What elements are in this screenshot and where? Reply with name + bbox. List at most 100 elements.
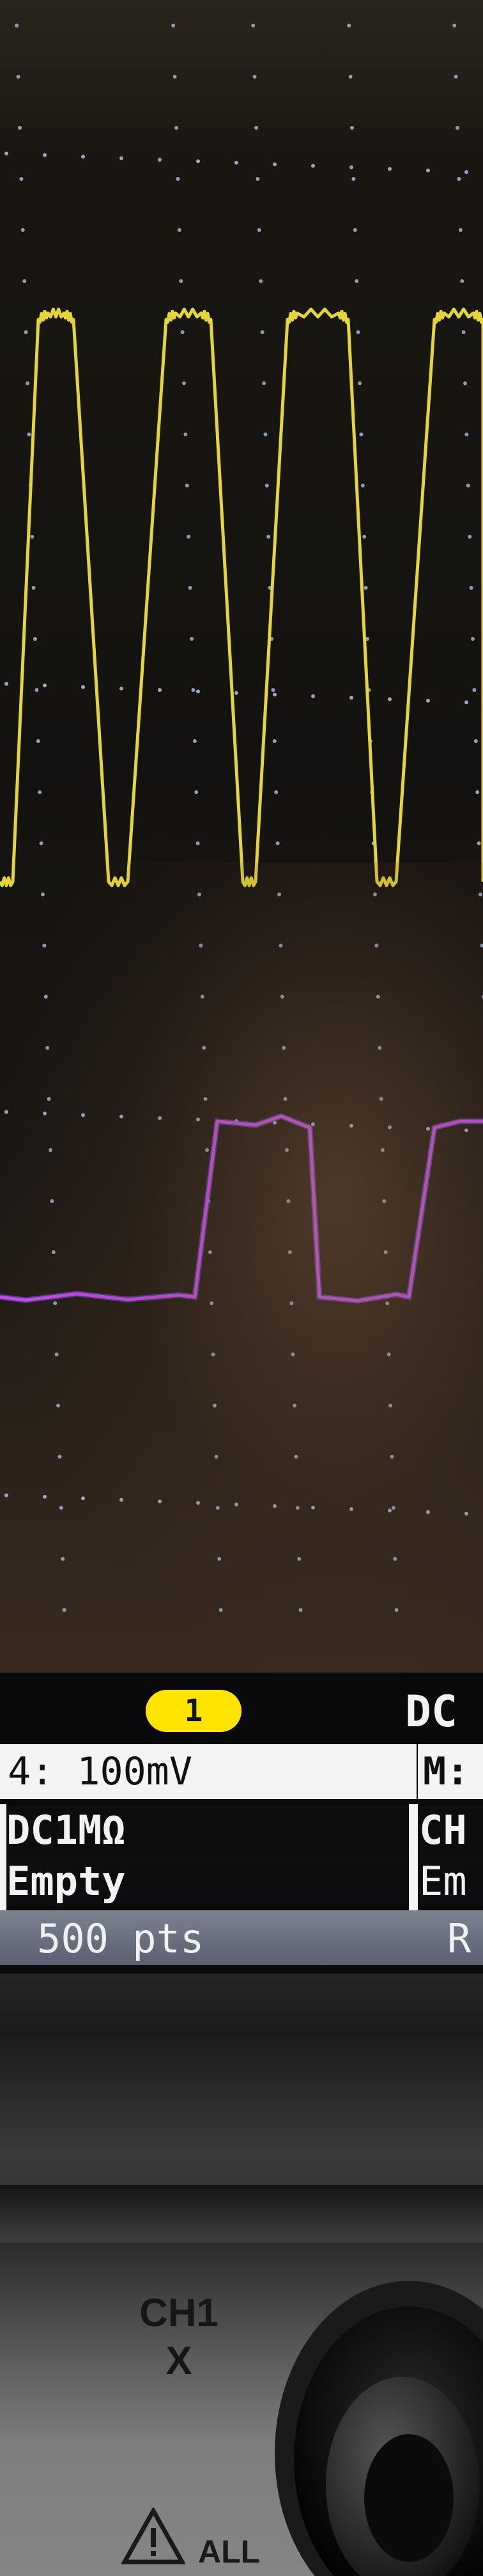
graticule-dot	[57, 1455, 62, 1459]
graticule-dot	[387, 1353, 391, 1356]
graticule-dot	[350, 126, 354, 130]
graticule-dot	[464, 433, 469, 436]
graticule-dot	[213, 1404, 217, 1407]
ch1-knob-label: CH1	[139, 2291, 219, 2335]
graticule-dot	[289, 1301, 294, 1305]
graticule-dot	[43, 1111, 47, 1116]
graticule-dot	[190, 637, 194, 641]
graticule-dot	[262, 381, 266, 385]
graticule-dot	[426, 698, 430, 703]
graticule-dot	[196, 1117, 200, 1122]
graticule-dot	[45, 1046, 50, 1050]
graticule-dot	[260, 330, 264, 334]
graticule-dot	[388, 1508, 392, 1513]
graticule-dot	[464, 1512, 468, 1516]
bezel-edge	[0, 2185, 483, 2242]
graticule-dot	[119, 1114, 123, 1119]
right-channel-readout: CH	[419, 1805, 483, 1855]
graticule-dot	[277, 893, 281, 896]
graticule-dot	[214, 1455, 218, 1459]
graticule-dot	[355, 279, 359, 283]
graticule-dot	[456, 126, 459, 130]
graticule-dot	[311, 1505, 315, 1510]
graticule-dot	[197, 893, 201, 896]
right-status-readout: R	[447, 1915, 471, 1962]
graticule-dot	[252, 75, 257, 79]
graticule-dot	[473, 739, 478, 743]
graticule-dot	[39, 841, 43, 845]
oscilloscope-screen	[0, 24, 483, 1612]
graticule-dot	[215, 1506, 220, 1510]
graticule-dot	[257, 228, 261, 232]
graticule-dot	[464, 1128, 468, 1133]
menu-readout: M:	[418, 1744, 483, 1799]
graticule-dot	[349, 1124, 353, 1128]
graticule-dot	[81, 1113, 85, 1117]
graticule-dot	[294, 1455, 298, 1459]
graticule-dot	[349, 696, 353, 700]
graticule-dot	[180, 330, 185, 334]
graticule-dot	[61, 1557, 65, 1561]
graticule-dot	[464, 170, 468, 174]
graticule-dot	[388, 167, 392, 171]
graticule-dot	[158, 1499, 162, 1503]
graticule-dot	[356, 330, 360, 334]
graticule-dot	[187, 535, 191, 539]
graticule-dot	[282, 1046, 286, 1050]
graticule-dot	[452, 24, 457, 27]
graticule-dot	[311, 164, 315, 168]
graticule-dot	[479, 893, 482, 896]
graticule-dot	[274, 790, 279, 794]
graticule-dot	[158, 158, 162, 162]
graticule-dot	[295, 1506, 300, 1510]
graticule-dot	[41, 893, 45, 896]
ch1-input-connector[interactable]	[275, 2274, 483, 2576]
graticule-dot	[460, 279, 464, 283]
graticule-dot	[457, 177, 461, 181]
coupling-label: DC	[405, 1687, 457, 1737]
graticule-dot	[174, 126, 178, 130]
graticule-dot	[4, 1493, 8, 1498]
graticule-dot	[454, 75, 458, 79]
panel-divider	[0, 1804, 6, 1912]
graticule-dot	[383, 1250, 388, 1254]
graticule-dot	[19, 177, 24, 181]
graticule-dot	[347, 24, 351, 27]
graticule-dot	[4, 151, 8, 156]
storage-status-readout: Empty	[6, 1857, 409, 1906]
graticule-dot	[43, 153, 47, 157]
graticule-dot	[381, 1148, 385, 1152]
graticule-dot	[36, 739, 40, 743]
graticule-dot	[203, 1097, 208, 1101]
graticule-dot	[47, 1097, 51, 1101]
graticule-dot	[16, 75, 20, 79]
graticule-dot	[22, 279, 27, 283]
graticule-dot	[360, 484, 365, 487]
graticule-dot	[280, 995, 284, 999]
graticule-dot	[263, 433, 268, 436]
graticule-dot	[264, 484, 269, 487]
graticule-dot	[53, 1301, 57, 1305]
graticule-dot	[382, 1199, 387, 1203]
record-length-readout: 500 pts	[37, 1915, 204, 1962]
graticule-dot	[234, 691, 238, 695]
graticule-dot	[218, 1608, 223, 1612]
graticule-dot	[293, 1404, 296, 1407]
warning-text: ALL	[198, 2534, 261, 2570]
graticule-dot	[477, 841, 481, 845]
graticule-dot	[179, 279, 183, 283]
graticule-dot	[388, 1125, 392, 1130]
graticule-dot	[43, 1494, 47, 1499]
graticule-dot	[18, 126, 22, 130]
graticule-dot	[158, 688, 162, 692]
graticule-dot	[31, 586, 36, 590]
graticule-dot	[378, 1046, 382, 1050]
graticule-dot	[81, 1496, 85, 1501]
graticule-dot	[376, 995, 380, 999]
graticule-dot	[38, 790, 42, 794]
graticule-dot	[475, 790, 480, 794]
graticule-dot	[4, 1110, 8, 1114]
graticule-dot	[26, 381, 29, 385]
graticule-dot	[254, 126, 258, 130]
graticule-dot	[358, 381, 362, 385]
